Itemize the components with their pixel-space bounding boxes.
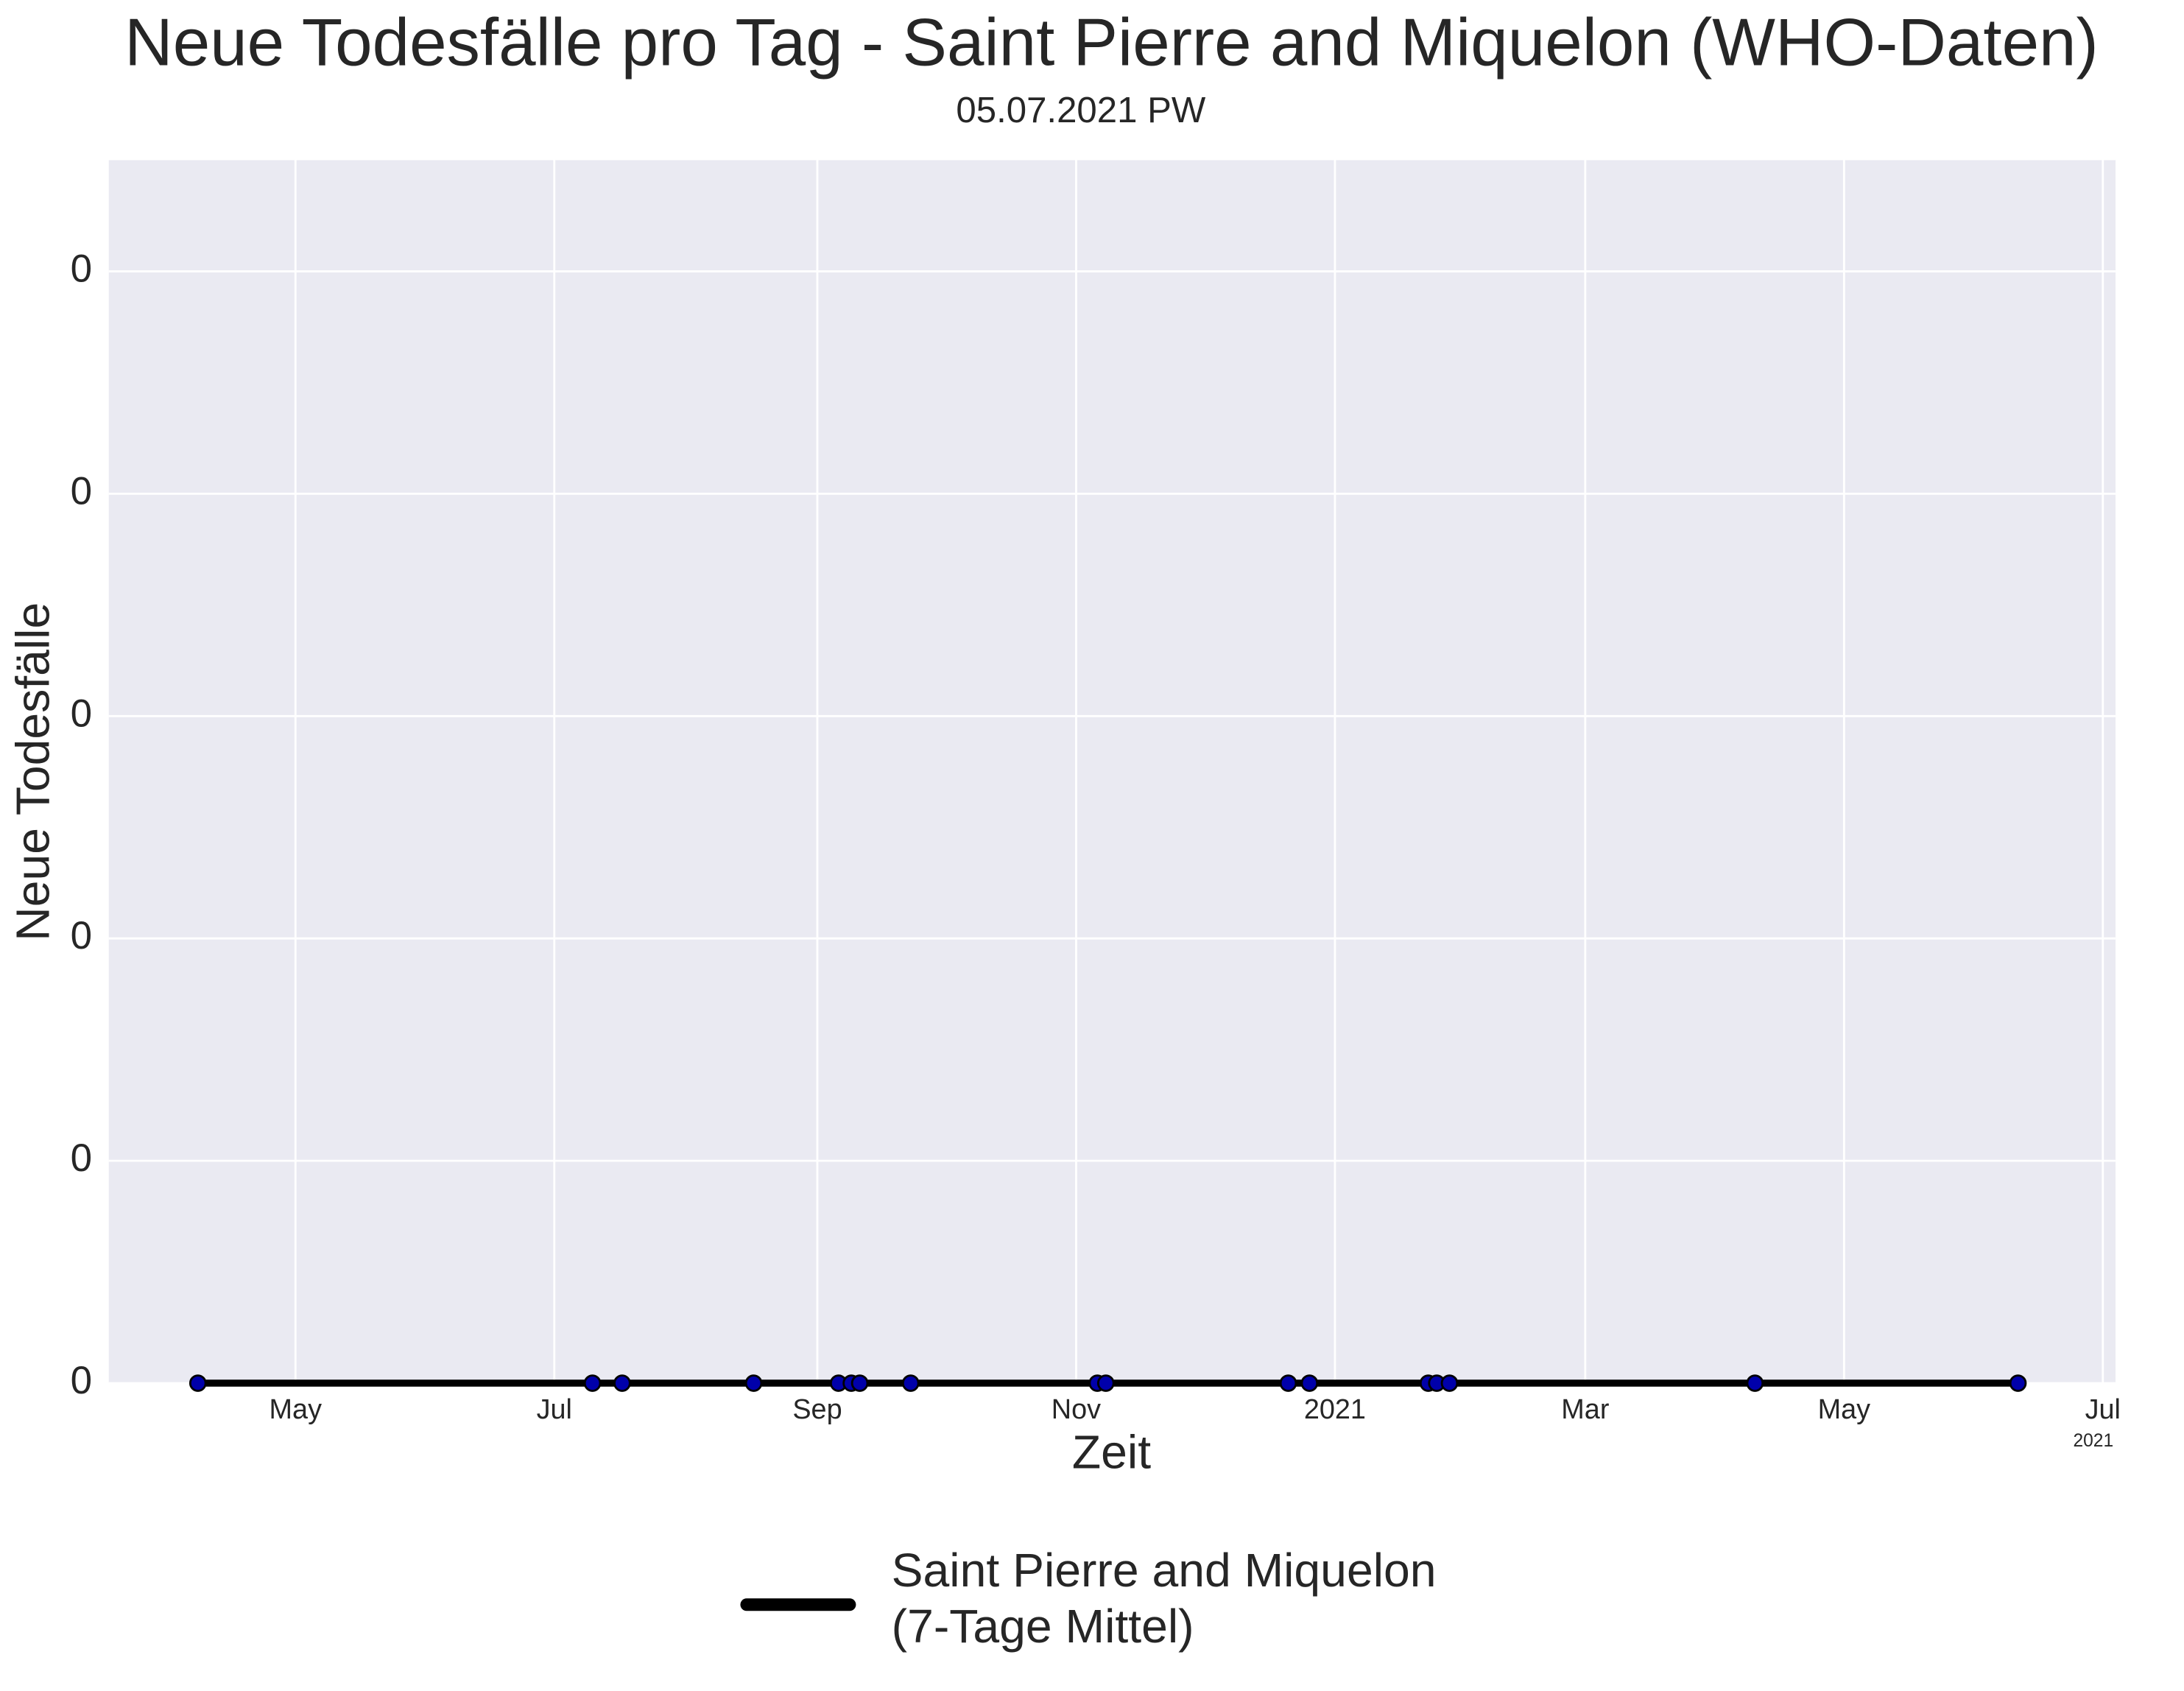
legend-label: Saint Pierre and Miquelon (7-Tage Mittel) xyxy=(892,1544,1437,1653)
data-point xyxy=(2009,1374,2027,1392)
chart-title: Neue Todesfälle pro Tag - Saint Pierre a… xyxy=(124,5,2099,80)
y-tick-label: 0 xyxy=(71,692,92,735)
y-tick-label: 0 xyxy=(71,1136,92,1180)
data-point xyxy=(613,1374,631,1392)
y-tick-label: 0 xyxy=(71,247,92,290)
data-point xyxy=(583,1374,602,1392)
x-offset-text: 2021 xyxy=(2073,1431,2113,1451)
y-tick-label: 0 xyxy=(71,1359,92,1402)
y-tick-label: 0 xyxy=(71,914,92,957)
plot-area xyxy=(108,160,2116,1384)
data-point xyxy=(901,1374,920,1392)
data-point xyxy=(1279,1374,1297,1392)
x-tick-label: Mar xyxy=(1561,1394,1609,1425)
y-tick-label: 0 xyxy=(71,469,92,513)
data-point xyxy=(189,1374,207,1392)
x-tick-label: May xyxy=(270,1394,323,1425)
chart-subtitle: 05.07.2021 PW xyxy=(956,90,1205,130)
x-tick-label: May xyxy=(1818,1394,1871,1425)
data-point xyxy=(1440,1374,1459,1392)
x-tick-label: Jul xyxy=(2085,1394,2121,1425)
data-point xyxy=(1300,1374,1319,1392)
x-tick-label: Sep xyxy=(792,1394,842,1425)
x-tick-label: Nov xyxy=(1052,1394,1101,1425)
data-point xyxy=(850,1374,869,1392)
x-axis-label: Zeit xyxy=(1072,1425,1151,1478)
x-tick-label: Jul xyxy=(537,1394,572,1425)
data-point xyxy=(1746,1374,1764,1392)
x-tick-label: 2021 xyxy=(1304,1394,1366,1425)
y-axis-label: Neue Todesfälle xyxy=(6,602,59,941)
data-point xyxy=(1096,1374,1115,1392)
data-point xyxy=(744,1374,763,1392)
